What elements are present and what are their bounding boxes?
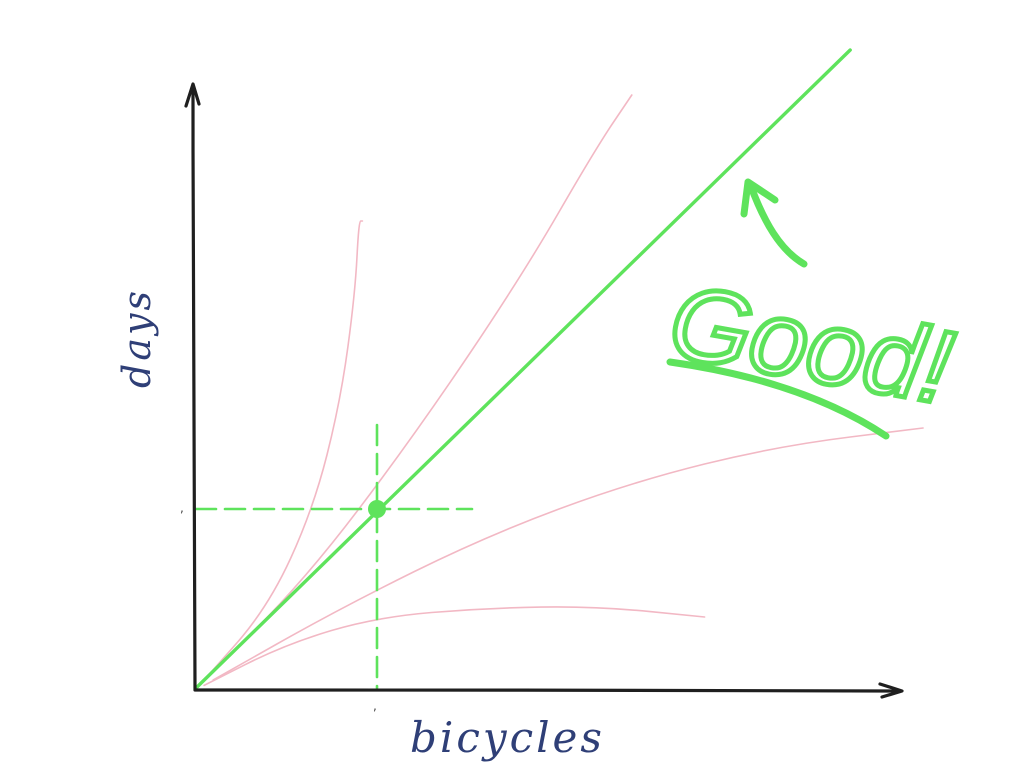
good-annotation-text: Good! bbox=[661, 263, 960, 426]
x-axis-arrow bbox=[878, 682, 904, 699]
y-tick-label: , bbox=[180, 501, 184, 515]
pointer-arrow-shaft bbox=[746, 180, 808, 268]
x-axis bbox=[193, 688, 901, 693]
faint-curve-4 bbox=[203, 606, 706, 687]
good-annotation: Good! bbox=[659, 178, 963, 440]
faint-curve-2 bbox=[203, 94, 633, 681]
y-axis-label: days bbox=[115, 288, 159, 388]
faint-curve-1 bbox=[203, 220, 364, 681]
main-series-line bbox=[193, 48, 852, 691]
faint-curves bbox=[203, 94, 924, 687]
faint-curve-3 bbox=[212, 427, 924, 681]
x-axis-label: bicycles bbox=[410, 713, 605, 762]
underline-stroke bbox=[666, 358, 890, 440]
pointer-arrow-head bbox=[740, 178, 779, 218]
y-axis bbox=[191, 84, 197, 690]
highlight-point bbox=[368, 500, 386, 518]
x-tick-label: , bbox=[373, 699, 377, 713]
y-axis-arrow bbox=[184, 82, 201, 108]
